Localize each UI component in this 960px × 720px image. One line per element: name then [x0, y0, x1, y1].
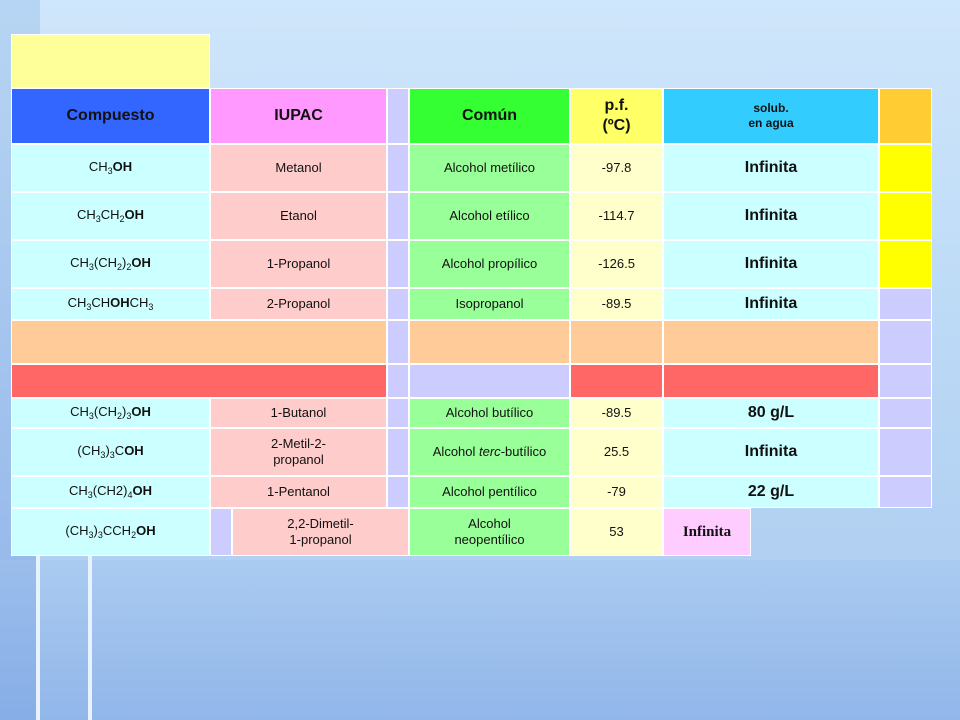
row2-solubility: Infinita — [663, 192, 879, 240]
row5-iupac: 1-Butanol — [210, 398, 387, 428]
row8-mp: 53 — [570, 508, 663, 556]
peach-band-mp — [570, 320, 663, 364]
row7-spacer — [387, 476, 409, 508]
row3-extra — [879, 240, 932, 288]
header-iupac: IUPAC — [210, 88, 387, 144]
row8-common: Alcohol neopentílico — [409, 508, 570, 556]
decorative-block — [11, 34, 210, 88]
row3-iupac: 1-Propanol — [210, 240, 387, 288]
row6-mp: 25.5 — [570, 428, 663, 476]
row2-spacer — [387, 192, 409, 240]
row7-mp: -79 — [570, 476, 663, 508]
row7-iupac: 1-Pentanol — [210, 476, 387, 508]
row6-iupac-line2: propanol — [273, 452, 324, 467]
row1-mp: -97.8 — [570, 144, 663, 192]
row1-spacer — [387, 144, 409, 192]
peach-band-extra — [879, 320, 932, 364]
header-solub-sub: en agua — [748, 116, 794, 130]
row2-common: Alcohol etílico — [409, 192, 570, 240]
row1-common: Alcohol metílico — [409, 144, 570, 192]
row5-extra — [879, 398, 932, 428]
row8-iupac-line2: 1-propanol — [289, 532, 352, 547]
row6-iupac: 2-Metil-2- propanol — [210, 428, 387, 476]
row3-common: Alcohol propílico — [409, 240, 570, 288]
header-mp-label: p.f. — [604, 97, 629, 114]
peach-band-solub — [663, 320, 879, 364]
row4-solubility: Infinita — [663, 288, 879, 320]
row1-formula: CH3OH — [11, 144, 210, 192]
row3-solubility: Infinita — [663, 240, 879, 288]
background-bottom-band — [0, 560, 960, 720]
red-band-spacer — [387, 364, 409, 398]
row4-extra — [879, 288, 932, 320]
row2-iupac: Etanol — [210, 192, 387, 240]
row2-mp: -114.7 — [570, 192, 663, 240]
row2-formula: CH3CH2OH — [11, 192, 210, 240]
red-band-solub — [663, 364, 879, 398]
row6-iupac-line1: 2-Metil-2- — [271, 435, 326, 451]
red-band-extra — [879, 364, 932, 398]
row7-extra — [879, 476, 932, 508]
row5-common: Alcohol butílico — [409, 398, 570, 428]
row6-solubility: Infinita — [663, 428, 879, 476]
peach-band-common — [409, 320, 570, 364]
header-common: Común — [409, 88, 570, 144]
row5-mp: -89.5 — [570, 398, 663, 428]
row7-common: Alcohol pentílico — [409, 476, 570, 508]
row6-spacer — [387, 428, 409, 476]
row8-solubility: Infinita — [663, 508, 751, 556]
row8-spacer — [210, 508, 232, 556]
peach-band-left — [11, 320, 387, 364]
row1-solubility: Infinita — [663, 144, 879, 192]
header-solub-label: solub. — [753, 101, 789, 115]
red-band-common — [409, 364, 570, 398]
row8-formula: (CH3)3CCH2OH — [11, 508, 210, 556]
row7-formula: CH3(CH2)4OH — [11, 476, 210, 508]
row4-formula: CH3CHOHCH3 — [11, 288, 210, 320]
red-band-left — [11, 364, 387, 398]
row4-spacer — [387, 288, 409, 320]
header-melting-point: p.f. (ºC) — [570, 88, 663, 144]
row7-solubility: 22 g/L — [663, 476, 879, 508]
row1-iupac: Metanol — [210, 144, 387, 192]
row8-common-line2: neopentílico — [454, 532, 525, 547]
row8-iupac-line1: 2,2-Dimetil- — [287, 515, 354, 531]
header-spacer — [387, 88, 409, 144]
header-mp-unit: (ºC) — [602, 117, 631, 134]
row4-iupac: 2-Propanol — [210, 288, 387, 320]
row3-spacer — [387, 240, 409, 288]
row3-mp: -126.5 — [570, 240, 663, 288]
row8-common-line1: Alcohol — [468, 515, 511, 531]
background-stripe — [88, 530, 92, 720]
row8-iupac: 2,2-Dimetil- 1-propanol — [232, 508, 409, 556]
header-compound: Compuesto — [11, 88, 210, 144]
header-solubility: solub. en agua — [663, 88, 879, 144]
row4-mp: -89.5 — [570, 288, 663, 320]
row4-common: Isopropanol — [409, 288, 570, 320]
row2-extra — [879, 192, 932, 240]
row3-formula: CH3(CH2)2OH — [11, 240, 210, 288]
row5-formula: CH3(CH2)3OH — [11, 398, 210, 428]
row6-common: Alcohol terc-butílico — [409, 428, 570, 476]
row1-extra — [879, 144, 932, 192]
row5-spacer — [387, 398, 409, 428]
peach-band-spacer — [387, 320, 409, 364]
row6-extra — [879, 428, 932, 476]
header-extra — [879, 88, 932, 144]
red-band-mp — [570, 364, 663, 398]
row6-formula: (CH3)3COH — [11, 428, 210, 476]
background-stripe — [36, 530, 40, 720]
row5-solubility: 80 g/L — [663, 398, 879, 428]
